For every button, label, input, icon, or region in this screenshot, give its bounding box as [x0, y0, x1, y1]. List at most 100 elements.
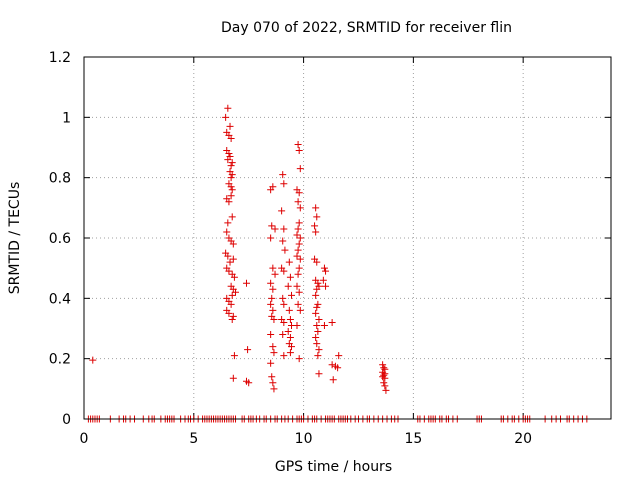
data-point: [284, 328, 292, 336]
data-point: [227, 134, 235, 142]
y-tick-label: 0.4: [49, 291, 71, 307]
data-point: [295, 355, 303, 363]
data-point: [314, 328, 322, 336]
data-point: [279, 294, 287, 302]
data-point: [285, 258, 293, 266]
data-point: [224, 156, 232, 164]
data-point: [267, 359, 275, 367]
data-point: [89, 356, 97, 364]
data-point: [312, 228, 320, 236]
data-point: [295, 288, 303, 296]
data-point: [296, 204, 304, 212]
data-point: [294, 300, 302, 308]
data-point: [296, 165, 304, 173]
data-point: [322, 267, 330, 275]
data-point: [225, 198, 233, 206]
data-point: [296, 255, 304, 263]
data-point: [280, 300, 288, 308]
data-point: [222, 113, 230, 121]
data-point: [279, 331, 287, 339]
data-point: [293, 231, 301, 239]
data-point: [225, 267, 233, 275]
data-point: [288, 343, 296, 351]
data-point: [295, 264, 303, 272]
y-tick-label: 1.2: [49, 50, 71, 66]
data-point: [267, 300, 275, 308]
data-point: [225, 309, 233, 317]
data-point: [228, 291, 236, 299]
data-point: [313, 303, 321, 311]
data-point: [271, 270, 279, 278]
data-points: [84, 104, 591, 423]
data-point: [229, 312, 237, 320]
data-point: [225, 150, 233, 158]
data-point: [269, 306, 277, 314]
y-tick-label: 0.6: [49, 231, 71, 247]
data-point: [320, 321, 328, 329]
data-point: [313, 213, 321, 221]
data-point: [328, 318, 336, 326]
data-point: [313, 321, 321, 329]
data-point: [334, 364, 342, 372]
data-point: [329, 376, 337, 384]
data-point: [320, 264, 328, 272]
data-point: [315, 370, 323, 378]
data-point: [278, 207, 286, 215]
data-point: [227, 192, 235, 200]
data-point: [224, 219, 232, 227]
data-point: [267, 279, 275, 287]
data-point: [267, 234, 275, 242]
data-point: [293, 282, 301, 290]
data-point: [280, 267, 288, 275]
data-point: [314, 352, 322, 360]
data-point: [381, 382, 389, 390]
data-point: [229, 374, 237, 382]
data-point: [286, 273, 294, 281]
data-point: [312, 204, 320, 212]
data-point: [313, 340, 321, 348]
data-point: [269, 343, 277, 351]
data-point: [311, 222, 319, 230]
data-point: [286, 349, 294, 357]
data-point: [314, 300, 322, 308]
axis-ticks: [83, 56, 611, 420]
data-point: [279, 171, 287, 179]
data-point: [268, 222, 276, 230]
data-point: [280, 352, 288, 360]
plot-frame: [83, 56, 612, 420]
y-axis-label: SRMTID / TECUs: [7, 182, 23, 295]
data-point: [228, 315, 236, 323]
x-tick-label: 5: [189, 431, 198, 447]
data-point: [245, 379, 253, 387]
data-point: [270, 385, 278, 393]
data-point: [295, 219, 303, 227]
y-tick-label: 0.2: [49, 352, 71, 368]
data-point: [228, 186, 236, 194]
data-point: [268, 373, 276, 381]
grid-lines: [84, 57, 611, 419]
data-point: [313, 258, 321, 266]
data-point: [280, 318, 288, 326]
data-point: [244, 346, 252, 354]
data-point: [223, 228, 231, 236]
data-point: [294, 270, 302, 278]
data-point: [312, 309, 320, 317]
data-point: [280, 180, 288, 188]
data-point: [268, 294, 276, 302]
data-point: [314, 279, 322, 287]
y-tick-label: 1: [62, 110, 71, 126]
x-tick-label: 15: [404, 431, 422, 447]
data-point: [227, 300, 235, 308]
data-point: [295, 147, 303, 155]
x-axis-label: GPS time / hours: [275, 459, 392, 475]
data-point: [227, 174, 235, 182]
data-point: [269, 379, 277, 387]
data-point: [294, 225, 302, 233]
data-point: [293, 252, 301, 260]
data-point: [228, 171, 236, 179]
data-point: [312, 291, 320, 299]
data-point: [226, 258, 234, 266]
data-point: [226, 122, 234, 130]
data-point: [312, 334, 320, 342]
